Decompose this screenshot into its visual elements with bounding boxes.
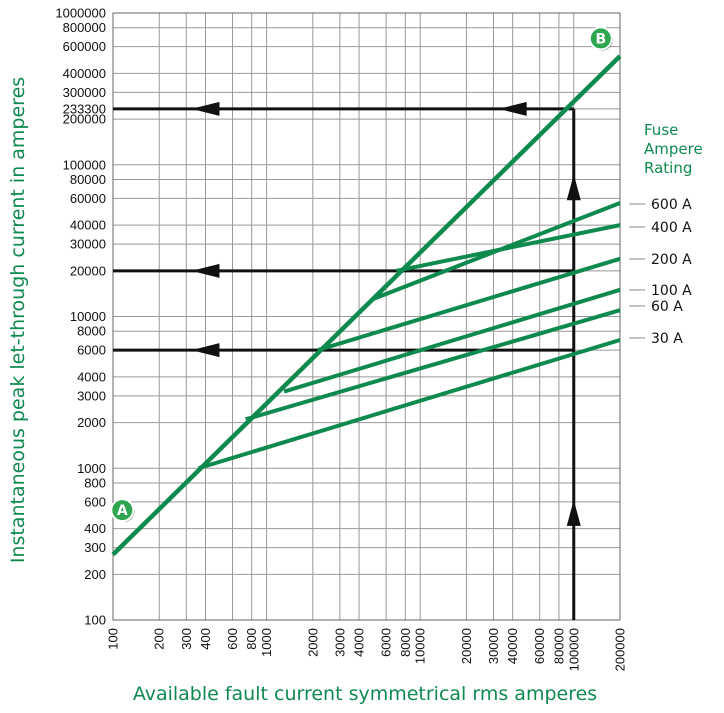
legend-entry: 400 A: [651, 220, 692, 236]
x-tick-label: 200000: [613, 628, 628, 671]
arrow-up-icon: [566, 499, 581, 526]
y-tick-label: 600000: [63, 39, 106, 54]
x-tick-label: 6000: [379, 628, 394, 657]
legend-entry: 60 A: [651, 299, 683, 315]
marker-badge: [110, 498, 135, 523]
y-tick-label: 100: [84, 613, 106, 628]
guide-lines: [113, 101, 581, 620]
x-tick-label: 40000: [505, 628, 520, 664]
legend-title-word: Ampere: [644, 140, 703, 158]
arrow-up-icon: [566, 174, 581, 201]
y-tick-label: 80000: [70, 172, 106, 187]
x-tick-label: 30000: [486, 628, 501, 664]
tick-labels: 1002003004006008001000200030004000600080…: [55, 6, 627, 672]
y-tick-label: 200: [84, 567, 106, 582]
y-tick-label: 100000: [63, 157, 106, 172]
x-tick-label: 8000: [398, 628, 413, 657]
x-tick-label: 100: [106, 628, 121, 650]
y-tick-label: 20000: [70, 263, 106, 278]
legend-title-word: Fuse: [644, 121, 678, 139]
y-tick-label: 10000: [70, 309, 106, 324]
y-tick-label: 8000: [77, 324, 106, 339]
x-tick-label: 1000: [259, 628, 274, 657]
legend-entry: 30 A: [651, 331, 683, 347]
x-tick-label: 60000: [532, 628, 547, 664]
series-line: [245, 308, 621, 422]
y-tick-label: 40000: [70, 218, 106, 233]
x-tick-label: 800: [244, 628, 259, 650]
series-line: [283, 287, 621, 394]
x-tick-label: 100000: [566, 628, 581, 671]
y-tick-label: 60000: [70, 191, 106, 206]
x-tick-label: 600: [225, 628, 240, 650]
x-tick-label: 3000: [332, 628, 347, 657]
y-tick-label: 3000: [77, 388, 106, 403]
y-tick-label: 2000: [77, 415, 106, 430]
legend-entry: 600 A: [651, 197, 692, 213]
y-tick-label: 4000: [77, 369, 106, 384]
marker-label: B: [595, 31, 606, 47]
x-tick-label: 4000: [352, 628, 367, 657]
arrow-left-icon: [191, 263, 220, 278]
y-tick-label: 1000: [77, 461, 106, 476]
y-tick-label: 300000: [63, 85, 106, 100]
legend-title: Fuse Ampere Rating: [644, 121, 703, 177]
threshold-line: [111, 54, 622, 557]
y-tick-label: 1000000: [55, 6, 106, 21]
legend-entry: 200 A: [651, 252, 692, 268]
x-tick-label: 10000: [413, 628, 428, 664]
legend-title-word: Rating: [644, 159, 692, 177]
x-tick-label: 200: [152, 628, 167, 650]
x-tick-label: 400: [198, 628, 213, 650]
arrow-left-icon: [191, 101, 220, 116]
y-tick-label: 800000: [63, 20, 106, 35]
x-tick-label: 20000: [459, 628, 474, 664]
x-axis-label: Available fault current symmetrical rms …: [133, 683, 597, 705]
series-line: [395, 223, 621, 273]
y-tick-label: 400000: [63, 66, 106, 81]
legend: Fuse Ampere Rating 600 A 400 A 200 A 100 A60 …: [629, 121, 703, 347]
marker-badge: [588, 26, 613, 51]
series-line: [197, 338, 621, 471]
y-tick-label: 233300: [63, 101, 106, 116]
y-axis-label: Instantaneous peak let-through current i…: [7, 77, 29, 563]
x-tick-label: 300: [179, 628, 194, 650]
x-tick-label: 80000: [551, 628, 566, 664]
y-tick-label: 800: [84, 475, 106, 490]
arrow-left-icon: [498, 101, 527, 116]
series-line: [317, 256, 621, 353]
arrow-left-icon: [191, 343, 220, 358]
markers: AB: [110, 26, 613, 523]
plot-frame: [112, 12, 621, 621]
y-tick-label: 6000: [77, 343, 106, 358]
grid: [112, 12, 621, 621]
y-tick-label: 300: [84, 540, 106, 555]
y-tick-label: 30000: [70, 237, 106, 252]
y-tick-label: 600: [84, 494, 106, 509]
x-tick-label: 2000: [305, 628, 320, 657]
y-tick-label: 200000: [63, 112, 106, 127]
legend-entry: 100 A: [651, 283, 692, 299]
marker-label: A: [117, 503, 128, 519]
series-lines: [111, 54, 622, 557]
y-tick-label: 400: [84, 521, 106, 536]
